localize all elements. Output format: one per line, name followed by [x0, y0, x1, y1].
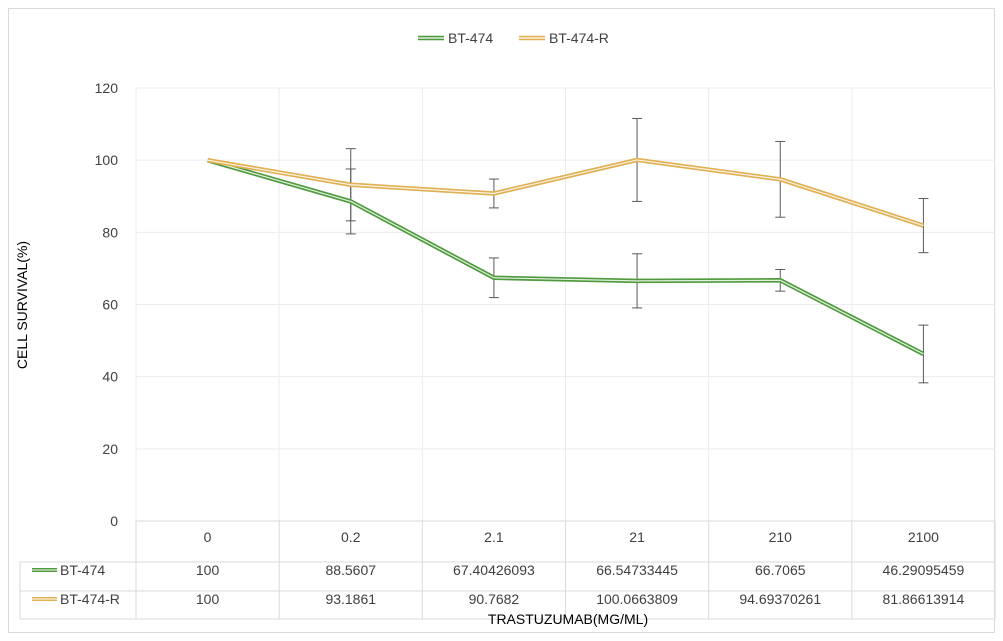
- series-line-bt-474-r: [207, 157, 925, 228]
- x-tick-label: 21: [629, 529, 645, 545]
- table-cell: 93.1861: [325, 591, 376, 607]
- y-tick-label: 60: [102, 297, 118, 313]
- legend-label: BT-474: [448, 30, 493, 46]
- y-tick-label: 40: [102, 369, 118, 385]
- y-tick-label: 100: [95, 152, 119, 168]
- y-axis-ticks: 0 20 40 60 80 100 120: [95, 80, 119, 529]
- table-cell: 100.0663809: [596, 591, 678, 607]
- table-cell: 88.5607: [325, 562, 376, 578]
- gridlines: [135, 87, 996, 521]
- x-tick-label: 0.2: [341, 529, 361, 545]
- x-tick-label: 0: [204, 529, 212, 545]
- legend-label: BT-474-R: [549, 30, 609, 46]
- x-tick-label: 210: [769, 529, 793, 545]
- table-cell: 67.40426093: [453, 562, 535, 578]
- y-tick-label: 20: [102, 441, 118, 457]
- table-cell: 100: [196, 591, 220, 607]
- table-cell: 90.7682: [469, 591, 520, 607]
- table-cell: 94.69370261: [739, 591, 821, 607]
- legend: BT-474 BT-474-R: [418, 30, 609, 46]
- y-tick-label: 0: [110, 513, 118, 529]
- y-tick-label: 80: [102, 224, 118, 240]
- table-cell: 81.86613914: [883, 591, 965, 607]
- x-axis-label: TRASTUZUMAB(MG/ML): [488, 611, 648, 627]
- y-axis-label: CELL SURVIVAL(%): [14, 241, 30, 369]
- series-lines: [206, 157, 925, 356]
- legend-item: BT-474-R: [519, 30, 609, 46]
- table-cell: 66.54733445: [596, 562, 678, 578]
- table-series-name: BT-474: [60, 562, 105, 578]
- chart-area: [8, 8, 995, 633]
- table-cell: 100: [196, 562, 220, 578]
- data-table: 0 0.2 2.1 21 210 2100 BT-474 100 88.5607 67.40426…: [19, 520, 996, 620]
- table-cell: 66.7065: [755, 562, 806, 578]
- y-tick-label: 120: [95, 80, 119, 96]
- series-line-bt-474: [206, 158, 925, 356]
- table-cell: 46.29095459: [883, 562, 965, 578]
- table-series-name: BT-474-R: [60, 591, 120, 607]
- x-tick-label: 2.1: [484, 529, 504, 545]
- x-tick-label: 2100: [908, 529, 939, 545]
- legend-item: BT-474: [418, 30, 493, 46]
